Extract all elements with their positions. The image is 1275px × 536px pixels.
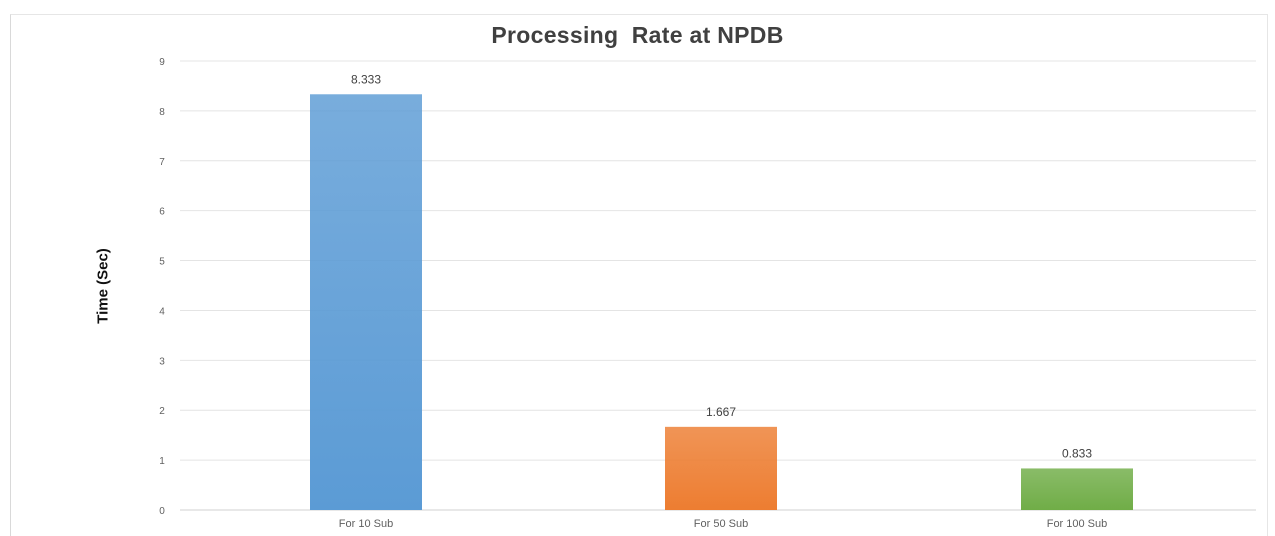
y-tick-label: 1 [159, 456, 165, 467]
y-tick-label: 5 [159, 257, 165, 268]
bar-for-100-sub [1021, 468, 1133, 510]
data-label: 1.667 [706, 405, 736, 419]
data-label: 0.833 [1062, 446, 1092, 460]
chart-title: Processing Rate at NPDB [491, 22, 784, 48]
data-labels: 8.333 1.667 0.833 [351, 72, 1092, 460]
y-tick-label: 7 [159, 157, 165, 168]
data-label: 8.333 [351, 72, 381, 86]
y-tick-labels: 0 1 2 3 4 5 6 7 8 9 [159, 57, 165, 517]
y-tick-label: 8 [159, 107, 165, 118]
chart-frame [10, 14, 1268, 536]
bar-for-50-sub [665, 426, 777, 510]
x-tick-label: For 10 Sub [339, 518, 393, 530]
y-tick-label: 3 [159, 356, 165, 367]
x-tick-labels: For 10 Sub For 50 Sub For 100 Sub [339, 518, 1107, 530]
y-tick-label: 6 [159, 207, 165, 218]
y-tick-label: 2 [159, 406, 165, 417]
bars [310, 94, 1133, 511]
y-tick-label: 4 [159, 306, 165, 317]
y-tick-label: 0 [159, 506, 165, 517]
bar-for-10-sub [310, 94, 422, 511]
y-tick-label: 9 [159, 57, 165, 68]
x-tick-label: For 100 Sub [1047, 518, 1108, 530]
x-tick-label: For 50 Sub [694, 518, 748, 530]
